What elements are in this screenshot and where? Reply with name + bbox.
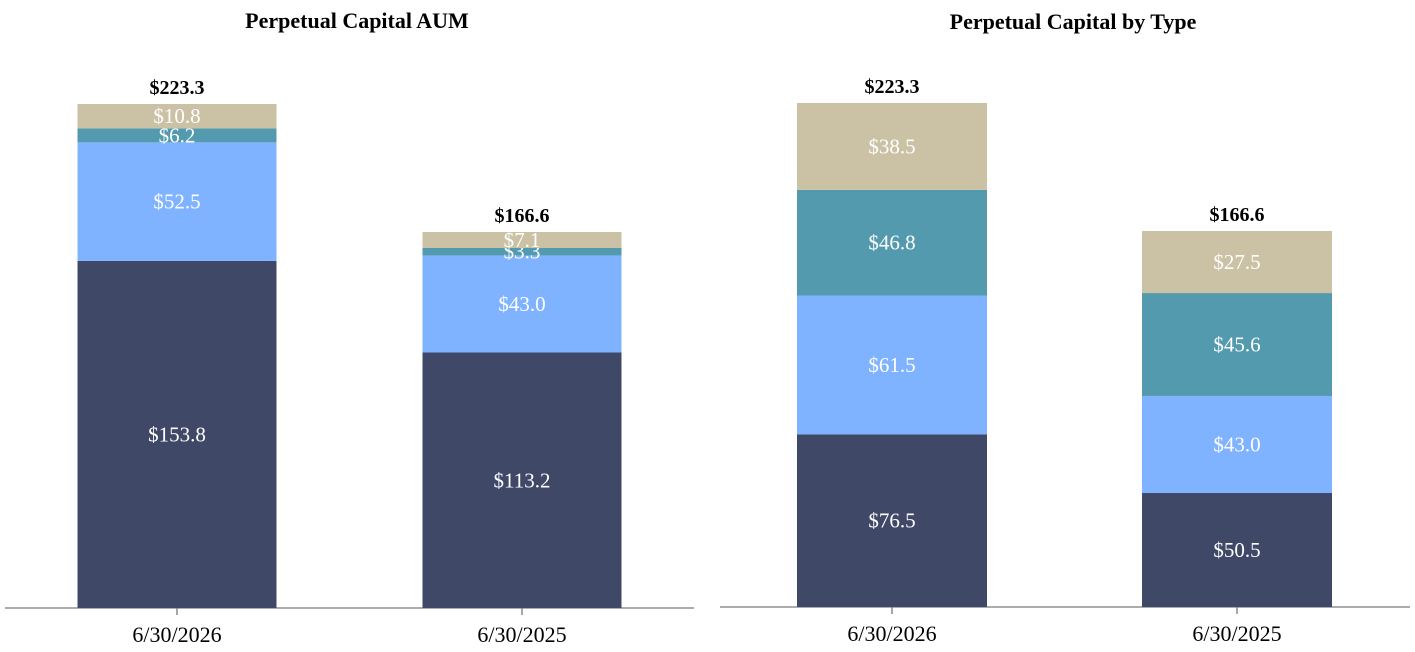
bar-segment xyxy=(797,189,987,296)
data-label: $61.5 xyxy=(868,353,915,377)
bar-segment xyxy=(1142,293,1332,396)
bar-segment xyxy=(797,295,987,435)
data-label: $38.5 xyxy=(868,134,915,158)
chart-title: Perpetual Capital by Type xyxy=(950,9,1197,34)
x-tick-label: 6/30/2026 xyxy=(847,621,936,646)
total-label: $166.6 xyxy=(1210,204,1265,226)
total-label: $166.6 xyxy=(495,205,550,227)
data-label: $52.5 xyxy=(153,190,200,214)
data-label: $113.2 xyxy=(494,468,551,492)
data-label: $153.8 xyxy=(148,422,206,446)
chart-perpetual-capital-by-type: Perpetual Capital by Type $76.5 $61.5 $46.… xyxy=(720,9,1410,646)
bar-segment xyxy=(1142,230,1332,294)
bar-segment xyxy=(1142,493,1332,607)
data-label: $43.0 xyxy=(498,292,545,316)
bar-segment xyxy=(77,104,277,129)
bar-segment xyxy=(797,434,987,607)
bar-segment xyxy=(422,352,622,608)
bar-segment xyxy=(77,128,277,143)
x-tick-label: 6/30/2025 xyxy=(477,622,566,647)
chart-marks: $153.8$52.5$6.2$10.8$223.36/30/2026$113.… xyxy=(77,77,622,647)
data-label: $10.8 xyxy=(153,104,200,128)
data-label: $7.1 xyxy=(504,228,541,252)
data-label: $45.6 xyxy=(1213,333,1260,357)
total-label: $223.3 xyxy=(150,77,205,99)
bar-segment xyxy=(77,260,277,608)
bar-segment xyxy=(422,231,622,248)
x-tick-label: 6/30/2026 xyxy=(132,622,221,647)
chart-perpetual-capital-aum: Perpetual Capital AUM $153.8$52.5$6.2$10… xyxy=(5,8,694,647)
bar-segment xyxy=(1142,395,1332,494)
chart-title: Perpetual Capital AUM xyxy=(245,8,469,33)
bar-segment xyxy=(77,142,277,261)
bar-segment xyxy=(422,255,622,353)
data-label: $27.5 xyxy=(1213,250,1260,274)
chart-marks: $76.5 $61.5 $46.8 $38.5 $223.3 6/30/2026 $50.5… xyxy=(797,76,1332,646)
data-label: $46.8 xyxy=(868,231,915,255)
bar-segment xyxy=(422,248,622,256)
data-label: $50.5 xyxy=(1213,538,1260,562)
bar-segment xyxy=(797,103,987,190)
data-label: $43.0 xyxy=(1213,432,1260,456)
data-label: $76.5 xyxy=(868,509,915,533)
total-label: $223.3 xyxy=(865,76,920,98)
x-tick-label: 6/30/2025 xyxy=(1192,621,1281,646)
